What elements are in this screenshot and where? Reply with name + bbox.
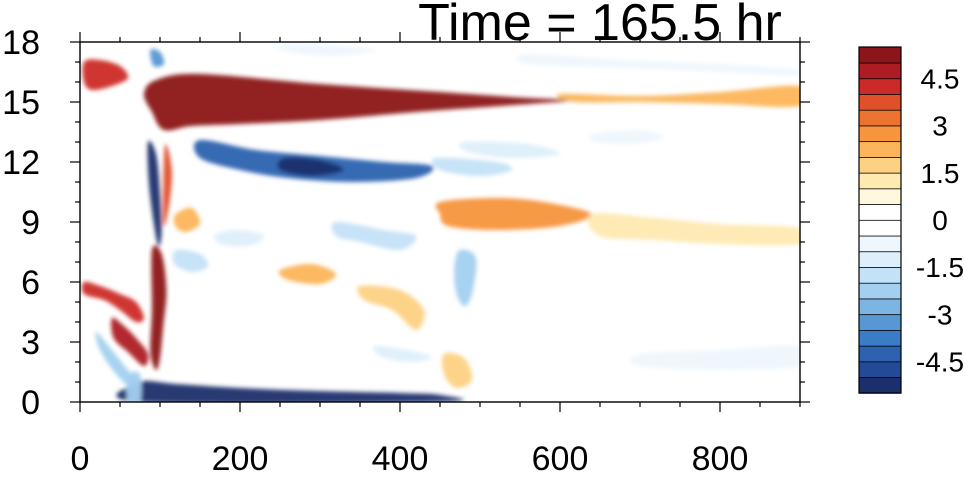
colorbar-swatch [858, 172, 902, 190]
title-backdrop [380, 0, 800, 42]
y-tick-label: 12 [2, 144, 40, 182]
colorbar-frame [858, 46, 902, 394]
y-tick-label: 18 [2, 24, 40, 62]
colorbar-tick-label: -4.5 [916, 347, 964, 378]
heatmap-field [81, 43, 800, 402]
field-feature-23 [357, 285, 425, 330]
colorbar-swatch [858, 219, 902, 237]
field-feature-16 [587, 213, 800, 246]
y-tick-label: 9 [21, 204, 40, 242]
colorbar-tick-label: 3 [932, 111, 948, 142]
axes: 0 200 400 600 800 0 3 6 9 12 15 18 [2, 24, 810, 478]
colorbar-swatch [858, 125, 902, 143]
colorbar-swatch [858, 156, 902, 174]
y-tick-label: 6 [21, 264, 40, 302]
field-feature-0 [143, 73, 576, 131]
field-feature-24 [441, 352, 473, 389]
colorbar-swatch [858, 188, 902, 205]
colorbar-tick-label: -3 [928, 299, 953, 330]
colorbar-swatch [858, 109, 902, 127]
colorbar-tick-label: 1.5 [921, 158, 960, 189]
colorbar-swatch [858, 298, 902, 316]
field-feature-22 [278, 263, 337, 285]
colorbar-swatch [858, 46, 902, 64]
field-feature-19 [214, 229, 265, 247]
colorbar-swatch [858, 203, 902, 221]
field-feature-17 [331, 221, 417, 251]
field-feature-10 [81, 281, 144, 323]
chart-title: Time = 165.5 hr [418, 0, 782, 52]
colorbar-swatch [858, 313, 902, 331]
colorbar-swatch [858, 376, 902, 394]
x-tick-label: 800 [692, 440, 749, 473]
colorbar-tick-label: -1.5 [916, 252, 964, 283]
field-feature-3 [277, 157, 345, 176]
x-tick-label: 400 [372, 440, 429, 473]
field-feature-21 [588, 129, 665, 145]
colorbar-swatch [858, 282, 902, 300]
y-tick-label: 0 [21, 384, 40, 422]
colorbar-swatch [858, 235, 902, 253]
colorbar-swatch [858, 361, 902, 378]
field-feature-7 [163, 144, 173, 227]
colorbar-swatch [858, 62, 902, 80]
field-feature-4 [431, 157, 513, 176]
field-feature-25 [373, 345, 433, 363]
colorbar-swatch [858, 266, 902, 284]
field-feature-15 [435, 198, 593, 230]
x-tick-label: 600 [532, 440, 589, 473]
field-feature-8 [82, 59, 129, 91]
field-feature-11 [111, 317, 149, 367]
field-feature-28 [173, 207, 201, 232]
colorbar-swatch [858, 140, 902, 158]
field-feature-14 [126, 371, 142, 402]
field-feature-27 [172, 249, 209, 273]
field-feature-29 [275, 43, 377, 57]
colorbar-swatch [858, 329, 902, 347]
x-tick-label: 0 [71, 440, 90, 473]
field-feature-18 [454, 249, 477, 307]
field-feature-9 [150, 48, 165, 68]
colorbar: 4.5 3 1.5 0 -1.5 -3 -4.5 [858, 46, 964, 394]
y-tick-label: 15 [2, 84, 40, 122]
field-feature-30 [458, 141, 561, 159]
field-feature-1 [556, 85, 800, 108]
colorbar-swatch [858, 251, 902, 268]
field-feature-26 [630, 345, 800, 370]
y-tick-label: 3 [21, 324, 40, 362]
field-feature-20 [516, 53, 800, 77]
field-feature-13 [116, 380, 464, 402]
field-feature-5 [147, 140, 162, 247]
colorbar-swatch [858, 93, 902, 111]
colorbar-tick-label: 0 [932, 205, 948, 236]
field-feature-6 [150, 245, 167, 371]
colorbar-swatch [858, 345, 902, 363]
colorbar-swatch [858, 78, 902, 95]
x-tick-label: 200 [212, 440, 269, 473]
colorbar-tick-label: 4.5 [921, 63, 960, 94]
